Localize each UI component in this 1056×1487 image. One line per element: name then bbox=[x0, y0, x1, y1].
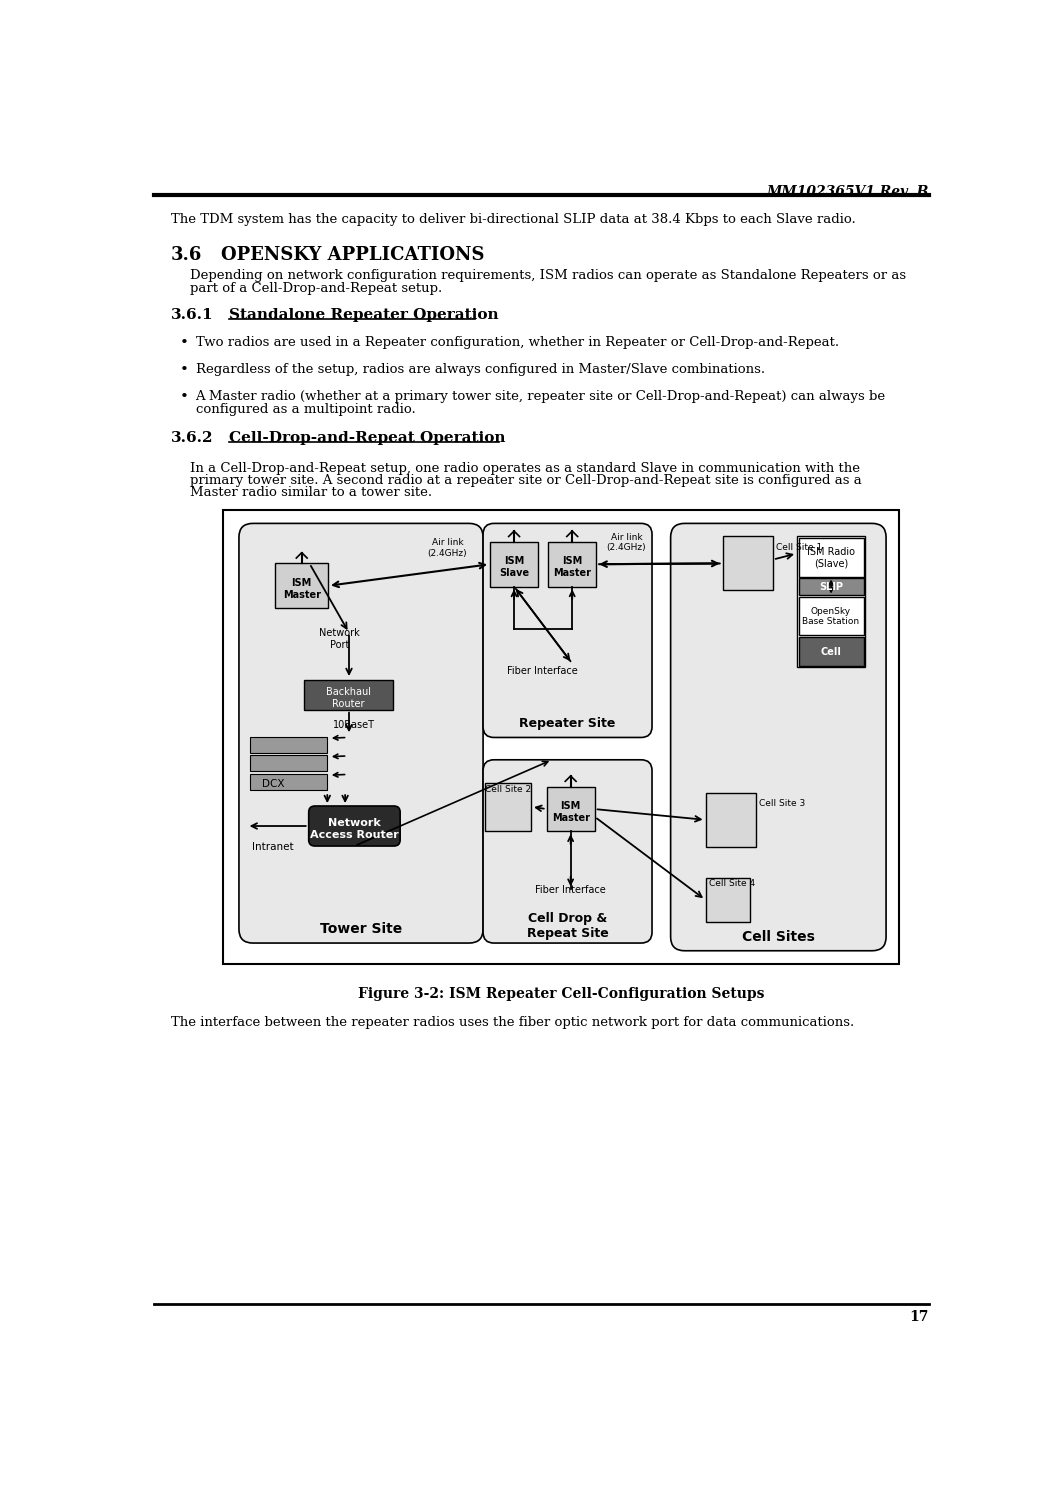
Text: Cell Site 1: Cell Site 1 bbox=[776, 543, 823, 552]
FancyBboxPatch shape bbox=[483, 760, 652, 943]
Text: Air link
(2.4GHz): Air link (2.4GHz) bbox=[606, 532, 646, 552]
Text: Master radio similar to a tower site.: Master radio similar to a tower site. bbox=[190, 486, 432, 500]
Text: Cell Site 3: Cell Site 3 bbox=[759, 799, 806, 807]
Text: ISM
Master: ISM Master bbox=[551, 801, 589, 822]
Text: Figure 3-2: ISM Repeater Cell-Configuration Setups: Figure 3-2: ISM Repeater Cell-Configurat… bbox=[358, 987, 765, 1001]
Bar bbox=[485, 782, 531, 831]
Text: 3.6.1: 3.6.1 bbox=[171, 308, 213, 321]
Text: Cell Sites: Cell Sites bbox=[742, 929, 815, 944]
Bar bbox=[276, 564, 328, 608]
Text: ISM
Slave: ISM Slave bbox=[499, 556, 529, 578]
Text: ISM
Master: ISM Master bbox=[283, 578, 321, 599]
Text: Repeater Site: Repeater Site bbox=[520, 717, 616, 730]
Text: In a Cell-Drop-and-Repeat setup, one radio operates as a standard Slave in commu: In a Cell-Drop-and-Repeat setup, one rad… bbox=[190, 462, 861, 474]
Bar bbox=[798, 596, 864, 635]
Text: MM102365V1 Rev. B: MM102365V1 Rev. B bbox=[767, 184, 928, 199]
Bar bbox=[304, 681, 393, 709]
Text: Regardless of the setup, radios are always configured in Master/Slave combinatio: Regardless of the setup, radios are alwa… bbox=[195, 363, 765, 376]
Bar bbox=[722, 537, 773, 590]
Bar bbox=[250, 773, 327, 790]
Text: DCX: DCX bbox=[262, 779, 285, 790]
Text: Network
Access Router: Network Access Router bbox=[310, 818, 399, 840]
Text: OPENSKY APPLICATIONS: OPENSKY APPLICATIONS bbox=[221, 247, 485, 265]
Text: Fiber Interface: Fiber Interface bbox=[535, 885, 606, 895]
Text: ISM
Master: ISM Master bbox=[553, 556, 591, 578]
Bar bbox=[705, 877, 751, 922]
Bar bbox=[798, 538, 864, 577]
Text: 3.6.2: 3.6.2 bbox=[171, 431, 213, 445]
Text: ISM Radio
(Slave): ISM Radio (Slave) bbox=[807, 547, 855, 570]
Text: configured as a multipoint radio.: configured as a multipoint radio. bbox=[195, 403, 415, 415]
Text: •: • bbox=[181, 336, 189, 351]
Text: •: • bbox=[181, 363, 189, 378]
FancyBboxPatch shape bbox=[483, 523, 652, 738]
Bar bbox=[797, 537, 865, 668]
Text: OpenSky
Base Station: OpenSky Base Station bbox=[803, 607, 860, 626]
Bar bbox=[224, 510, 900, 964]
Text: Cell-Drop-and-Repeat Operation: Cell-Drop-and-Repeat Operation bbox=[229, 431, 506, 445]
FancyBboxPatch shape bbox=[671, 523, 886, 950]
Text: primary tower site. A second radio at a repeater site or Cell-Drop-and-Repeat si: primary tower site. A second radio at a … bbox=[190, 474, 862, 488]
Bar bbox=[250, 755, 327, 772]
Text: Cell Site 4: Cell Site 4 bbox=[709, 879, 755, 888]
Text: 17: 17 bbox=[909, 1310, 928, 1325]
Text: Cell: Cell bbox=[821, 647, 842, 657]
FancyBboxPatch shape bbox=[308, 806, 400, 846]
Bar bbox=[705, 793, 756, 846]
Bar bbox=[798, 636, 864, 666]
Text: A Master radio (whether at a primary tower site, repeater site or Cell-Drop-and-: A Master radio (whether at a primary tow… bbox=[195, 390, 886, 403]
Bar bbox=[548, 541, 597, 586]
FancyBboxPatch shape bbox=[239, 523, 483, 943]
Text: Cell Drop &
Repeat Site: Cell Drop & Repeat Site bbox=[527, 912, 608, 940]
Bar bbox=[798, 578, 864, 595]
Text: part of a Cell-Drop-and-Repeat setup.: part of a Cell-Drop-and-Repeat setup. bbox=[190, 281, 442, 294]
Text: Backhaul
Router: Backhaul Router bbox=[325, 687, 371, 709]
Text: The TDM system has the capacity to deliver bi-directional SLIP data at 38.4 Kbps: The TDM system has the capacity to deliv… bbox=[171, 213, 855, 226]
Text: 3.6: 3.6 bbox=[171, 247, 202, 265]
Text: Network
Port: Network Port bbox=[319, 628, 360, 650]
Text: 10BaseT: 10BaseT bbox=[334, 720, 376, 730]
Text: Cell Site 2: Cell Site 2 bbox=[485, 785, 531, 794]
Text: Depending on network configuration requirements, ISM radios can operate as Stand: Depending on network configuration requi… bbox=[190, 269, 906, 283]
Bar bbox=[250, 736, 327, 752]
Text: SLIP: SLIP bbox=[819, 581, 843, 592]
Text: •: • bbox=[181, 390, 189, 404]
Text: Tower Site: Tower Site bbox=[320, 922, 401, 937]
Text: Air link
(2.4GHz): Air link (2.4GHz) bbox=[428, 538, 467, 558]
Bar bbox=[490, 541, 539, 586]
Text: Two radios are used in a Repeater configuration, whether in Repeater or Cell-Dro: Two radios are used in a Repeater config… bbox=[195, 336, 838, 349]
Text: Fiber Interface: Fiber Interface bbox=[507, 666, 578, 677]
Text: Intranet: Intranet bbox=[252, 842, 294, 852]
Bar bbox=[547, 787, 595, 831]
Text: Standalone Repeater Operation: Standalone Repeater Operation bbox=[229, 308, 498, 321]
Text: The interface between the repeater radios uses the fiber optic network port for : The interface between the repeater radio… bbox=[171, 1016, 854, 1029]
